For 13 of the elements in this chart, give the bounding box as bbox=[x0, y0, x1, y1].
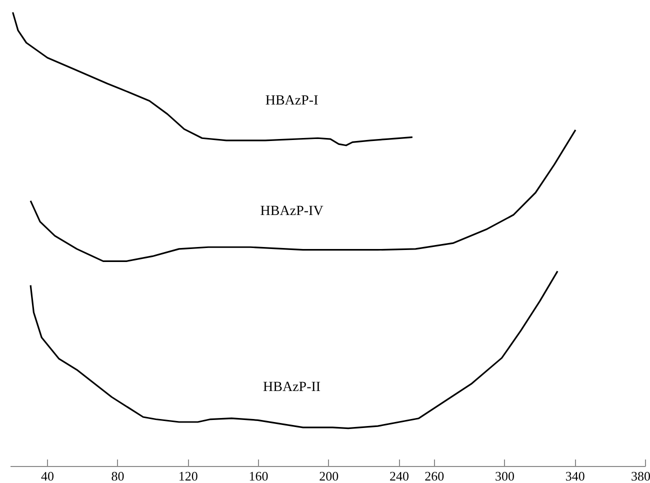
x-tick-label: 200 bbox=[319, 468, 339, 483]
x-tick-label: 80 bbox=[111, 468, 124, 483]
text: HBAzP-I bbox=[265, 94, 319, 109]
text: HBAzP-IV bbox=[260, 204, 324, 219]
x-tick-label: 300 bbox=[495, 468, 515, 483]
x-tick-label: 380 bbox=[631, 468, 650, 483]
x-tick-label: 340 bbox=[565, 468, 585, 483]
x-tick-label: 260 bbox=[424, 468, 444, 483]
series-label: HBAzP-II bbox=[263, 380, 321, 396]
x-tick-label: 160 bbox=[248, 468, 268, 483]
x-tick-label: 120 bbox=[178, 468, 198, 483]
x-tick-label: 240 bbox=[389, 468, 409, 483]
x-tick-label: 40 bbox=[40, 468, 54, 483]
